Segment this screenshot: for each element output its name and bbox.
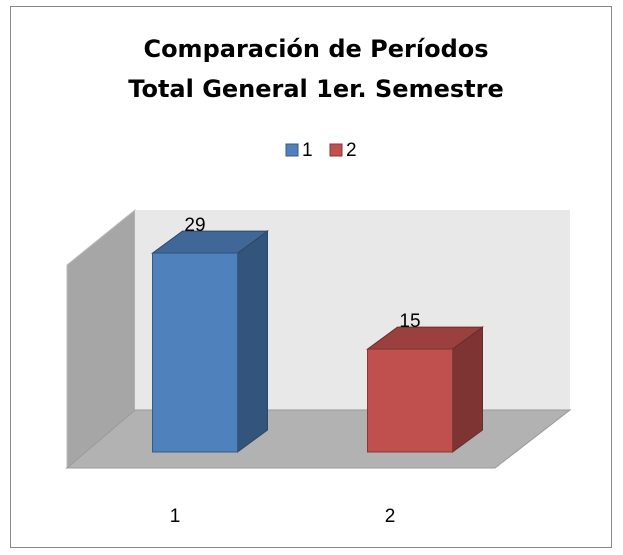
bar — [152, 252, 238, 453]
data-label: 29 — [184, 215, 205, 236]
legend-label: 2 — [346, 140, 357, 161]
bar-side — [237, 230, 268, 453]
data-label: 15 — [399, 311, 420, 332]
chart-subtitle: Total General 1er. Semestre — [128, 75, 503, 103]
x-tick-label: 1 — [170, 506, 181, 527]
x-tick-label: 2 — [385, 506, 396, 527]
legend-swatch — [329, 143, 343, 157]
legend-label: 1 — [302, 140, 313, 161]
floor — [65, 409, 572, 469]
chart-title: Comparación de Períodos — [143, 35, 488, 63]
legend-swatch — [285, 143, 299, 157]
bar — [367, 348, 453, 453]
